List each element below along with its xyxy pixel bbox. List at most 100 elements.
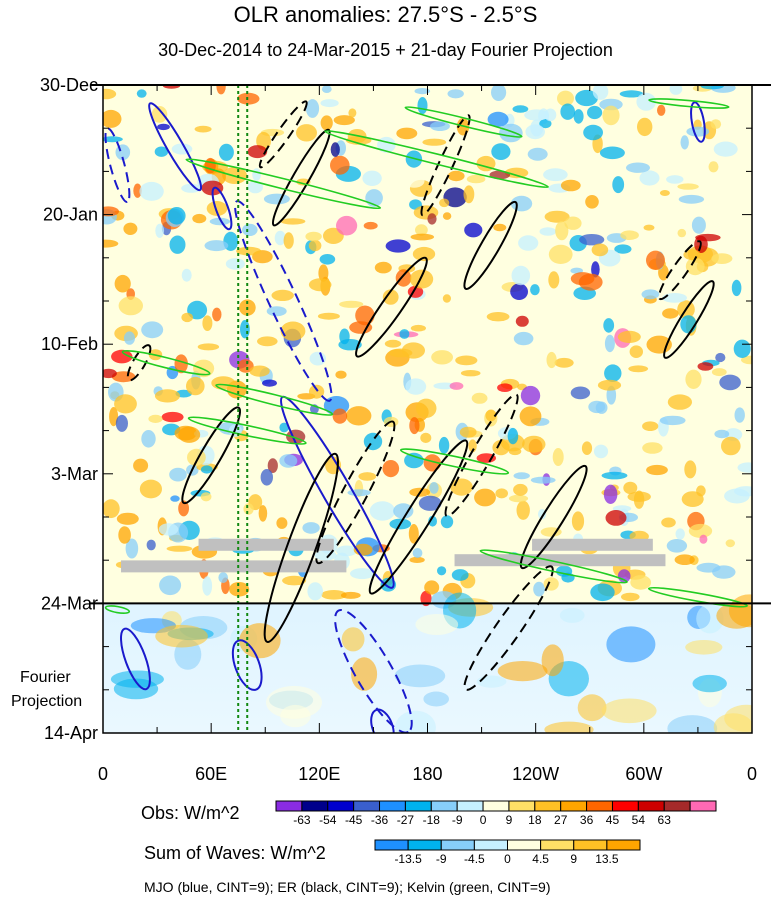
obs-colorbar-swatch <box>456 800 484 812</box>
kelvin-contour <box>121 349 211 376</box>
obs-anomaly-patch <box>346 406 372 426</box>
obs-anomaly-patch <box>626 162 650 173</box>
obs-anomaly-patch <box>633 490 645 509</box>
obs-anomaly-patch <box>363 432 383 451</box>
y-tick-label: 14-Apr <box>44 723 98 743</box>
obs-anomaly-patch <box>320 115 333 131</box>
obs-anomaly-patch <box>424 580 440 595</box>
er-contour <box>463 565 554 691</box>
obs-anomaly-patch <box>266 306 287 317</box>
projection-anomaly-patch <box>239 623 281 659</box>
obs-anomaly-patch <box>688 523 713 538</box>
obs-anomaly-patch <box>279 422 289 433</box>
obs-anomaly-patch <box>617 569 631 583</box>
obs-anomaly-patch <box>247 145 268 159</box>
obs-anomaly-patch <box>620 230 639 240</box>
obs-anomaly-patch <box>395 269 412 287</box>
kelvin-contour <box>399 448 510 475</box>
projection-anomaly-patch <box>577 694 607 722</box>
obs-anomaly-patch <box>685 257 705 276</box>
obs-colorbar-label: 45 <box>606 813 620 827</box>
obs-anomaly-patch <box>103 88 117 100</box>
obs-anomaly-patch <box>133 458 149 473</box>
obs-anomaly-patch <box>415 224 428 236</box>
obs-colorbar-label: 9 <box>506 813 513 827</box>
obs-anomaly-patch <box>646 335 672 354</box>
obs-anomaly-patch <box>554 357 574 368</box>
projection-anomaly-patch <box>696 604 724 634</box>
obs-anomaly-patch <box>560 103 575 120</box>
obs-anomaly-patch <box>249 365 270 377</box>
obs-anomaly-patch <box>533 581 545 597</box>
obs-anomaly-patch <box>302 522 320 534</box>
obs-anomaly-patch <box>336 215 358 236</box>
obs-anomaly-patch <box>737 462 752 473</box>
projection-anomaly-patch <box>692 674 727 693</box>
obs-anomaly-patch <box>493 223 507 232</box>
obs-anomaly-patch <box>629 345 643 359</box>
obs-anomaly-patch <box>168 272 180 279</box>
obs-anomaly-patch <box>449 382 464 390</box>
waves-colorbar-swatch <box>440 839 475 851</box>
obs-anomaly-patch <box>544 210 570 223</box>
obs-anomaly-patch <box>200 492 212 502</box>
obs-anomaly-patch <box>103 239 119 248</box>
obs-anomaly-patch <box>497 383 513 393</box>
obs-colorbar-label: 54 <box>632 813 646 827</box>
obs-anomaly-patch <box>641 289 660 300</box>
obs-anomaly-patch <box>409 417 420 435</box>
obs-colorbar-swatch <box>301 800 329 812</box>
obs-anomaly-patch <box>591 261 600 278</box>
obs-anomaly-patch <box>348 108 357 118</box>
obs-anomaly-patch <box>700 85 724 90</box>
obs-anomaly-patch <box>711 368 727 377</box>
obs-anomaly-patch <box>731 279 742 297</box>
obs-anomaly-patch <box>405 378 427 395</box>
waves-colorbar-swatch <box>374 839 409 851</box>
kelvin-contour <box>404 106 523 138</box>
obs-colorbar-swatch <box>379 800 406 812</box>
projection-anomaly-patch <box>341 627 365 652</box>
obs-anomaly-patch <box>464 222 483 238</box>
obs-anomaly-patch <box>283 232 294 249</box>
er-contour <box>126 344 152 382</box>
obs-anomaly-patch <box>282 575 307 586</box>
obs-anomaly-patch <box>518 235 539 251</box>
obs-anomaly-patch <box>695 233 721 242</box>
obs-anomaly-patch <box>414 88 431 95</box>
obs-anomaly-patch <box>439 198 450 208</box>
obs-anomaly-patch <box>271 289 294 301</box>
obs-anomaly-patch <box>544 108 557 122</box>
obs-anomaly-patch <box>721 436 741 456</box>
mjo-contour <box>231 639 263 691</box>
waves-colorbar-swatch <box>573 839 608 851</box>
obs-anomaly-patch <box>155 223 165 238</box>
obs-anomaly-patch <box>204 157 216 174</box>
obs-anomaly-patch <box>539 119 552 129</box>
mjo-contour <box>148 102 203 192</box>
obs-anomaly-patch <box>585 195 599 209</box>
missing-data-bar <box>532 538 653 551</box>
obs-anomaly-patch <box>711 253 733 264</box>
obs-colorbar-label: -27 <box>397 813 415 827</box>
obs-anomaly-patch <box>204 240 229 252</box>
obs-anomaly-patch <box>242 223 258 236</box>
obs-anomaly-patch <box>570 386 591 400</box>
obs-anomaly-patch <box>133 183 142 198</box>
obs-anomaly-patch <box>125 538 139 559</box>
obs-anomaly-patch <box>512 105 529 113</box>
obs-anomaly-patch <box>612 176 625 194</box>
obs-anomaly-patch <box>139 181 164 201</box>
obs-anomaly-patch <box>350 568 375 580</box>
obs-anomaly-patch <box>427 213 437 225</box>
projection-anomaly-patch <box>155 624 208 648</box>
obs-anomaly-patch <box>438 436 450 454</box>
projection-anomaly-patch <box>724 704 752 732</box>
obs-anomaly-patch <box>578 273 603 291</box>
obs-anomaly-patch <box>591 243 609 257</box>
obs-anomaly-patch <box>643 224 655 231</box>
obs-colorbar-swatch <box>508 800 536 812</box>
projection-anomaly-patch <box>266 685 322 719</box>
obs-anomaly-patch <box>678 194 705 204</box>
obs-anomaly-patch <box>201 180 224 196</box>
